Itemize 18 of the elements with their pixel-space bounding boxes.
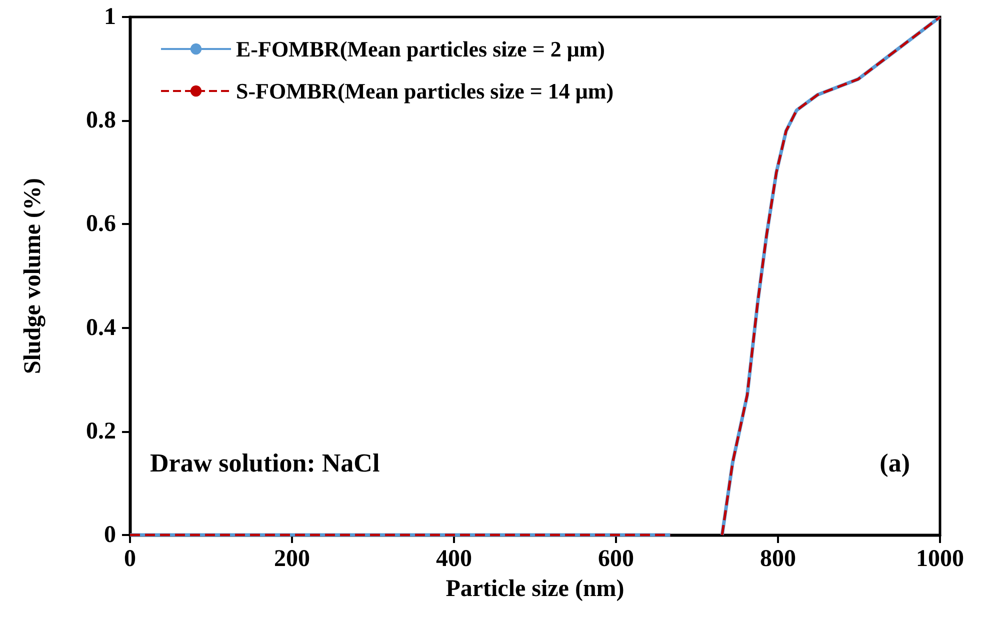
legend-label: E-FOMBR(Mean particles size = 2 μm) [236, 36, 605, 62]
x-tick-label: 600 [598, 546, 634, 572]
x-axis-title: Particle size (nm) [446, 576, 624, 602]
x-tick-label: 0 [124, 546, 136, 572]
y-tick-label: 0.4 [86, 314, 116, 341]
x-tick-label: 400 [436, 546, 472, 572]
y-tick-label: 0.8 [86, 108, 116, 134]
x-tick-label: 200 [274, 546, 310, 572]
annotation: (a) [880, 448, 910, 478]
y-axis-title: Sludge volume (%) [20, 178, 46, 374]
legend-label: S-FOMBR(Mean particles size = 14 μm) [236, 78, 614, 104]
y-tick-label: 0.2 [86, 418, 116, 444]
annotation: Draw solution: NaCl [150, 448, 380, 478]
y-tick-label: 0.6 [86, 211, 116, 238]
x-tick-label: 1000 [916, 546, 964, 572]
y-tick-label: 1 [104, 4, 116, 30]
x-tick-label: 800 [760, 546, 796, 572]
y-tick-label: 0 [104, 522, 116, 548]
